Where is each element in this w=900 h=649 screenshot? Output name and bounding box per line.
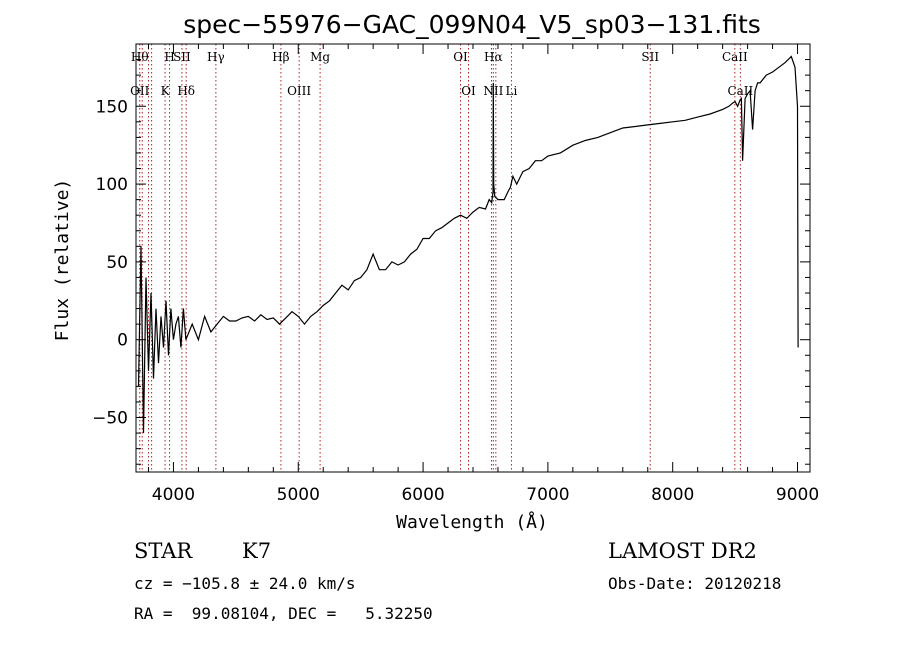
observation-date: Obs-Date: 20120218 bbox=[608, 574, 782, 593]
line-label-bottom-17: Li bbox=[506, 84, 518, 98]
line-label-top-18: SII bbox=[641, 50, 659, 64]
y-tick-label: 0 bbox=[117, 331, 128, 351]
x-axis-label: Wavelength (Å) bbox=[396, 511, 548, 533]
plot-frame bbox=[135, 43, 811, 473]
x-tick-label: 6000 bbox=[401, 485, 444, 505]
y-tick-label: 150 bbox=[96, 97, 128, 117]
line-label-top-8: Hγ bbox=[207, 50, 225, 64]
line-label-bottom-10: OIII bbox=[287, 84, 311, 98]
survey-name: LAMOST DR2 bbox=[608, 539, 757, 563]
line-label-top-11: Mg bbox=[310, 50, 330, 64]
spectrum-chart: spec−55976−GAC_099N04_V5_sp03−131.fits H… bbox=[52, 10, 819, 533]
y-tick-label: −50 bbox=[92, 409, 128, 429]
y-tick-label: 50 bbox=[106, 253, 128, 273]
y-tick-label: 100 bbox=[96, 175, 128, 195]
spectrum-series-line bbox=[137, 55, 799, 434]
line-label-bottom-4: K bbox=[161, 84, 171, 98]
x-tick-label: 7000 bbox=[526, 485, 569, 505]
line-label-bottom-13: OI bbox=[461, 84, 476, 98]
chart-title: spec−55976−GAC_099N04_V5_sp03−131.fits bbox=[183, 10, 761, 39]
x-tick-label: 4000 bbox=[152, 485, 195, 505]
ra-dec-coordinates: RA = 99.08104, DEC = 5.32250 bbox=[134, 604, 433, 623]
x-axis-ticks: 4000 5000 6000 7000 8000 9000 bbox=[147, 44, 819, 505]
spectral-line-markers bbox=[139, 44, 741, 472]
y-axis-label: Flux (relative) bbox=[52, 179, 73, 342]
x-tick-label: 9000 bbox=[776, 485, 819, 505]
redshift-cz: cz = −105.8 ± 24.0 km/s bbox=[134, 574, 356, 593]
x-tick-label: 8000 bbox=[651, 485, 694, 505]
x-tick-label: 5000 bbox=[277, 485, 320, 505]
line-label-top-9: Hβ bbox=[272, 50, 289, 64]
line-label-top-5: H bbox=[164, 50, 174, 64]
line-label-top-15: Hα bbox=[484, 50, 503, 64]
object-subclass: K7 bbox=[242, 539, 272, 563]
line-label-top-6: SII bbox=[173, 50, 191, 64]
line-label-top-0: Hθ bbox=[131, 50, 149, 64]
y-axis-ticks: −50 0 50 100 150 bbox=[92, 59, 810, 465]
object-class: STAR bbox=[134, 539, 193, 563]
line-label-bottom-7: Hδ bbox=[177, 84, 195, 98]
line-label-top-12: OI bbox=[453, 50, 468, 64]
line-label-top-19: CaII bbox=[722, 50, 748, 64]
